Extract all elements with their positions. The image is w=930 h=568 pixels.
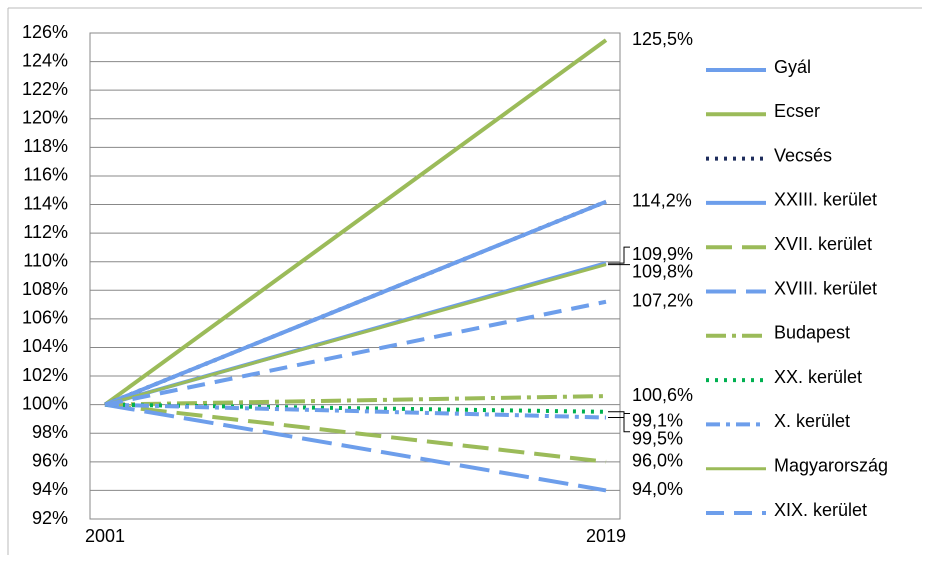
data-label: 96,0%: [632, 451, 683, 471]
series-line: [104, 402, 607, 493]
data-label: 100,6%: [632, 385, 693, 405]
series-line: [104, 402, 607, 464]
y-tick-label: 102%: [22, 365, 68, 385]
series-line: [104, 263, 607, 407]
y-tick-label: 98%: [32, 422, 68, 442]
data-label: 99,5%: [632, 429, 683, 449]
data-label: 109,8%: [632, 261, 693, 281]
legend-label: Magyarország: [774, 455, 888, 475]
label-leader: [608, 413, 630, 419]
label-leader: [608, 411, 630, 433]
data-label: 99,1%: [632, 410, 683, 430]
y-tick-label: 96%: [32, 451, 68, 471]
data-label: 114,2%: [632, 190, 692, 210]
data-label: 107,2%: [632, 290, 693, 310]
y-tick-label: 126%: [22, 22, 68, 42]
legend-label: XVII. kerület: [774, 234, 872, 254]
y-tick-label: 110%: [23, 250, 68, 270]
label-leader: [608, 246, 630, 264]
y-tick-label: 124%: [22, 50, 68, 70]
legend-label: Ecser: [774, 101, 820, 121]
legend-label: Gyál: [774, 57, 811, 77]
y-tick-label: 94%: [32, 479, 68, 499]
series-line: [104, 402, 607, 420]
y-tick-label: 122%: [22, 79, 68, 99]
x-tick-label: 2001: [85, 526, 125, 546]
y-tick-label: 118%: [23, 136, 68, 156]
x-tick-label: 2019: [586, 526, 626, 546]
y-tick-label: 114%: [23, 193, 68, 213]
series-line: [104, 299, 607, 407]
legend-label: XXIII. kerület: [774, 190, 877, 210]
series-line: [104, 394, 607, 407]
series-line: [103, 38, 608, 407]
legend-label: XVIII. kerület: [774, 278, 877, 298]
data-label: 94,0%: [632, 479, 683, 499]
y-tick-label: 108%: [22, 279, 68, 299]
y-tick-label: 116%: [23, 165, 68, 185]
data-label: 125,5%: [632, 29, 693, 49]
y-tick-label: 104%: [22, 336, 68, 356]
legend-label: Vecsés: [774, 145, 832, 165]
y-tick-label: 106%: [22, 308, 68, 328]
y-tick-label: 120%: [22, 108, 68, 128]
legend-label: Budapest: [774, 323, 850, 343]
series-line: [104, 199, 607, 407]
legend-label: X. kerület: [774, 411, 850, 431]
y-tick-label: 92%: [32, 508, 68, 528]
legend-label: XX. kerület: [774, 367, 862, 387]
y-tick-label: 100%: [22, 393, 68, 413]
data-label: 109,9%: [632, 244, 693, 264]
legend-label: XIX. kerület: [774, 500, 867, 520]
y-tick-label: 112%: [23, 222, 68, 242]
